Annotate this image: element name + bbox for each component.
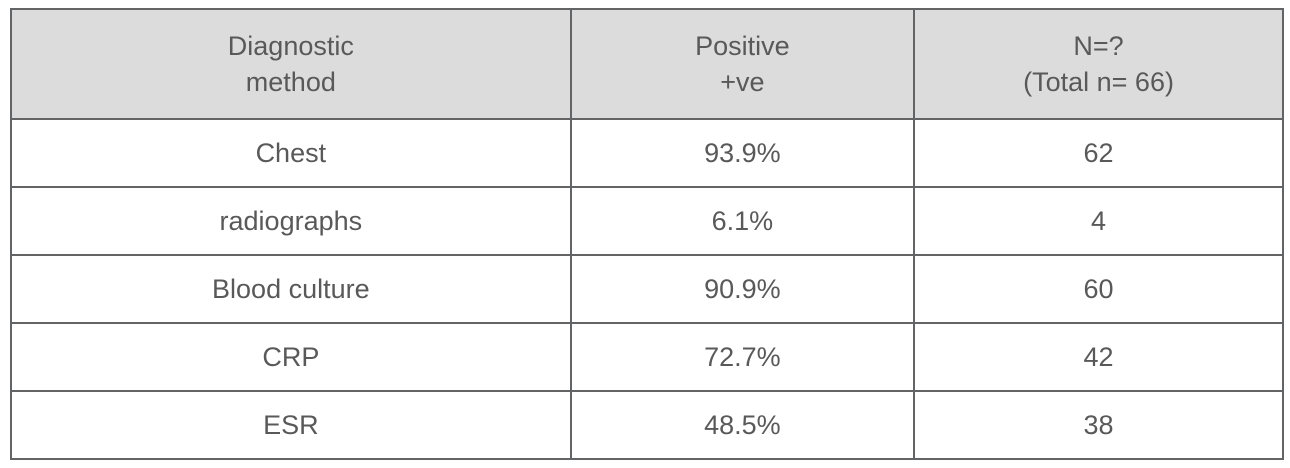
cell-method: ESR	[10, 390, 572, 460]
cell-n: 60	[913, 254, 1284, 324]
cell-positive: 48.5%	[569, 390, 916, 460]
header-row: Diagnostic method Positive +ve N=? (Tota…	[10, 8, 1284, 120]
cell-n: 42	[913, 322, 1284, 392]
table-row: ESR 48.5% 38	[10, 390, 1284, 460]
cell-n: 38	[913, 390, 1284, 460]
cell-positive: 90.9%	[569, 254, 916, 324]
diagnostic-methods-table-container: Diagnostic method Positive +ve N=? (Tota…	[10, 8, 1284, 460]
cell-method: CRP	[10, 322, 572, 392]
table-row: Blood culture 90.9% 60	[10, 254, 1284, 324]
header-cell-n-total: N=? (Total n= 66)	[913, 8, 1284, 120]
diagnostic-methods-table: Diagnostic method Positive +ve N=? (Tota…	[10, 8, 1284, 460]
table-row: radiographs 6.1% 4	[10, 186, 1284, 256]
cell-method: Blood culture	[10, 254, 572, 324]
cell-n: 62	[913, 118, 1284, 188]
cell-positive: 93.9%	[569, 118, 916, 188]
cell-n: 4	[913, 186, 1284, 256]
cell-positive: 6.1%	[569, 186, 916, 256]
table-row: CRP 72.7% 42	[10, 322, 1284, 392]
header-cell-diagnostic-method: Diagnostic method	[10, 8, 572, 120]
table-row: Chest 93.9% 62	[10, 118, 1284, 188]
cell-method: radiographs	[10, 186, 572, 256]
header-cell-positive: Positive +ve	[569, 8, 916, 120]
cell-positive: 72.7%	[569, 322, 916, 392]
cell-method: Chest	[10, 118, 572, 188]
